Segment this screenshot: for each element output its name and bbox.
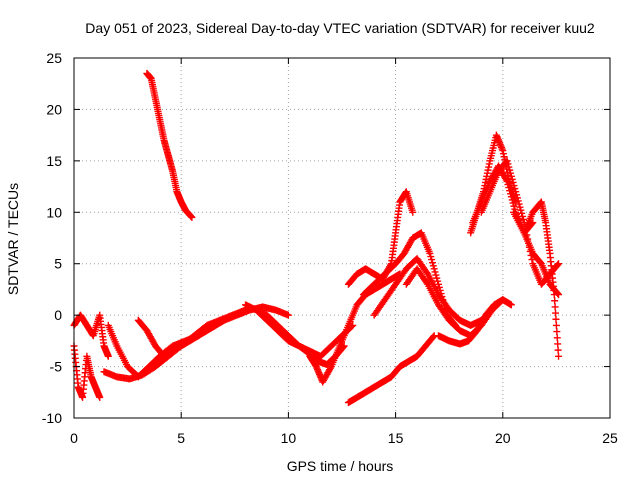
data-point: [423, 279, 431, 287]
data-point: [104, 352, 112, 360]
x-axis-label: GPS time / hours: [287, 458, 394, 474]
data-point: [516, 203, 524, 211]
x-tick-label: 15: [388, 430, 404, 446]
grid: [74, 58, 610, 418]
data-point: [515, 200, 523, 208]
data-point: [518, 209, 526, 217]
series-arc-i: [306, 270, 404, 386]
y-tick-label: -5: [50, 359, 63, 375]
data-point: [507, 301, 515, 309]
data-point: [429, 333, 437, 341]
data-point: [509, 199, 517, 207]
data-point: [429, 262, 437, 270]
data-point: [555, 260, 563, 268]
data-point: [514, 197, 522, 205]
data-point: [554, 261, 562, 269]
data-point: [428, 256, 436, 264]
data-point: [505, 184, 513, 192]
data-point: [507, 190, 515, 198]
plot-border: [73, 57, 611, 419]
y-tick-label: 20: [46, 101, 62, 117]
data-point: [506, 187, 514, 195]
data-point: [423, 268, 431, 276]
data-point: [504, 181, 512, 189]
data-point: [550, 291, 558, 299]
data-point: [507, 169, 515, 177]
chart-title: Day 051 of 2023, Sidereal Day-to-day VTE…: [85, 20, 595, 36]
data-point: [519, 212, 527, 220]
x-tick-label: 0: [70, 430, 78, 446]
y-tick-label: 15: [46, 153, 62, 169]
axis-ticks: 0 5 10 15 20 25 -10 -5 0 5 10 15 20 25: [42, 50, 618, 446]
data-point: [502, 176, 510, 184]
data-point: [513, 194, 521, 202]
y-tick-label: 5: [54, 256, 62, 272]
data-point: [432, 271, 440, 279]
y-tick-label: 10: [46, 204, 62, 220]
data-point: [553, 334, 561, 342]
data-point: [503, 157, 511, 165]
series-arc-n: [402, 265, 507, 340]
series-arc-t: [520, 198, 563, 360]
x-tick-label: 5: [177, 430, 185, 446]
data-point: [409, 208, 417, 216]
x-tick-label: 20: [495, 430, 511, 446]
data-point: [511, 185, 519, 193]
data-point: [507, 193, 515, 201]
series-arc-a: [70, 342, 104, 401]
data-point: [554, 346, 562, 354]
data-point: [427, 253, 435, 261]
data-point: [505, 163, 513, 171]
data-point: [508, 175, 516, 183]
data-point: [426, 249, 434, 257]
y-axis-label: SDTVAR / TECUs: [5, 183, 21, 295]
data-point: [433, 274, 441, 282]
series-arc-j: [344, 332, 438, 407]
y-tick-label: -10: [42, 410, 62, 426]
data-point: [528, 256, 536, 264]
data-point: [326, 364, 334, 372]
data-point: [508, 196, 516, 204]
data-point: [510, 202, 518, 210]
series-arc-o: [434, 296, 515, 348]
data-point: [510, 182, 518, 190]
data-point: [96, 393, 104, 401]
data-point: [517, 206, 525, 214]
data-point: [220, 316, 228, 324]
data-point: [513, 191, 521, 199]
data-point: [428, 259, 436, 267]
data-point: [430, 265, 438, 273]
data-point: [504, 160, 512, 168]
data-point: [553, 328, 561, 336]
data-point: [188, 213, 196, 221]
data-point: [554, 340, 562, 348]
series-arc-f: [143, 69, 196, 221]
data-point: [431, 268, 439, 276]
data-point: [512, 188, 520, 196]
data-point: [552, 321, 560, 329]
data-point: [509, 178, 517, 186]
data-point: [552, 315, 560, 323]
data-point: [503, 177, 511, 185]
data-points: [70, 69, 563, 407]
y-tick-label: 0: [54, 307, 62, 323]
data-point: [519, 215, 527, 223]
y-tick-label: 25: [46, 50, 62, 66]
x-tick-label: 10: [281, 430, 297, 446]
x-tick-label: 25: [602, 430, 618, 446]
series-arc-e: [134, 316, 228, 360]
data-point: [507, 172, 515, 180]
data-point: [551, 303, 559, 311]
data-point: [551, 297, 559, 305]
series-arc-b: [70, 311, 112, 360]
data-point: [552, 309, 560, 317]
series-arc-m: [370, 255, 485, 329]
data-point: [506, 166, 514, 174]
data-point: [555, 352, 563, 360]
data-point: [434, 277, 442, 285]
data-point: [284, 311, 292, 319]
data-point: [554, 290, 562, 298]
